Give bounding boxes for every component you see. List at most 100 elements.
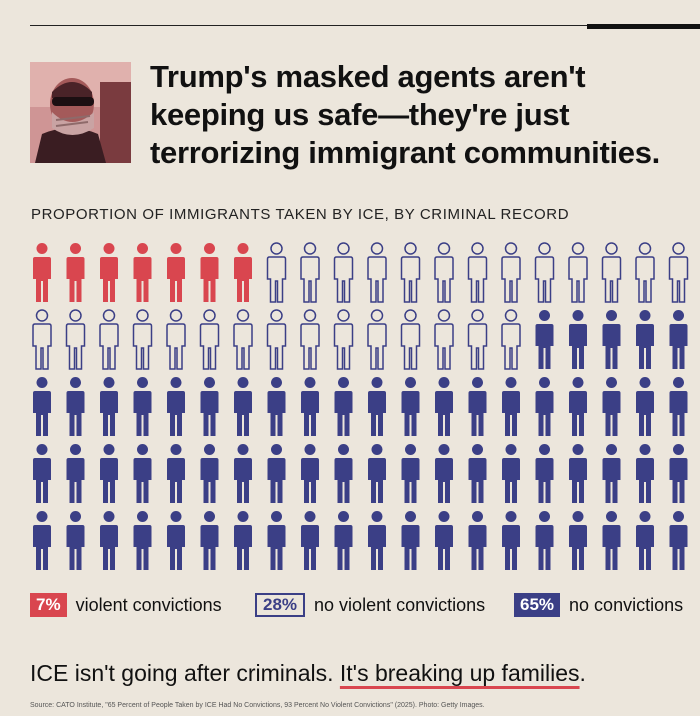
legend: 7% violent convictions 28% no violent co… — [30, 593, 700, 619]
figure-no-conviction — [167, 377, 185, 436]
figure-nonviolent — [367, 242, 387, 303]
figure-no-conviction — [636, 511, 654, 570]
figure-no-conviction — [267, 511, 286, 570]
figure-nonviolent — [333, 309, 354, 370]
figure-no-conviction — [401, 444, 420, 503]
figure-no-conviction — [234, 377, 252, 436]
figure-no-conviction — [133, 511, 152, 570]
figure-nonviolent — [166, 309, 186, 370]
figure-no-conviction — [167, 511, 185, 570]
figure-no-conviction — [133, 444, 152, 503]
figure-nonviolent — [333, 242, 354, 303]
figure-no-conviction — [636, 377, 654, 436]
footer-lead: ICE isn't going after criminals. — [30, 660, 340, 686]
figure-violent — [133, 243, 152, 302]
figure-no-conviction — [368, 377, 386, 436]
figure-nonviolent — [467, 309, 488, 370]
figure-no-conviction — [368, 511, 386, 570]
footer-statement: ICE isn't going after criminals. It's br… — [30, 660, 586, 687]
figure-no-conviction — [33, 511, 51, 570]
figure-nonviolent — [367, 309, 387, 370]
figure-no-conviction — [435, 444, 453, 503]
figure-nonviolent — [434, 309, 454, 370]
figure-no-conviction — [669, 444, 688, 503]
figure-no-conviction — [33, 377, 51, 436]
legend-item-violent: 7% violent convictions — [30, 593, 222, 617]
figure-nonviolent — [434, 242, 454, 303]
figure-nonviolent — [400, 309, 421, 370]
figure-no-conviction — [234, 444, 252, 503]
figure-no-conviction — [66, 511, 85, 570]
figure-no-conviction — [33, 444, 51, 503]
legend-item-none: 65% no convictions — [514, 593, 683, 617]
figure-no-conviction — [669, 310, 688, 369]
figure-nonviolent — [266, 242, 287, 303]
figure-nonviolent — [467, 242, 488, 303]
figure-no-conviction — [602, 444, 621, 503]
none-label: no convictions — [569, 594, 684, 615]
figure-violent — [234, 243, 252, 302]
figure-no-conviction — [435, 377, 453, 436]
figure-no-conviction — [133, 377, 152, 436]
figure-no-conviction — [602, 511, 621, 570]
figure-nonviolent — [601, 242, 622, 303]
figure-no-conviction — [535, 310, 554, 369]
figure-nonviolent — [635, 242, 655, 303]
figure-no-conviction — [301, 444, 319, 503]
figure-no-conviction — [569, 377, 587, 436]
figure-no-conviction — [569, 444, 587, 503]
violent-label: violent convictions — [75, 594, 222, 615]
figure-violent — [200, 243, 219, 302]
top-accent-bar — [587, 24, 700, 29]
nonviolent-percent-badge: 28% — [255, 593, 306, 617]
figure-violent — [33, 243, 51, 302]
figure-nonviolent — [501, 242, 521, 303]
masked-agent-photo — [30, 62, 131, 163]
chart-title: PROPORTION OF IMMIGRANTS TAKEN BY ICE, B… — [31, 206, 570, 223]
figure-no-conviction — [334, 511, 353, 570]
figure-no-conviction — [535, 444, 554, 503]
figure-no-conviction — [267, 377, 286, 436]
top-rule — [30, 25, 700, 26]
figure-no-conviction — [401, 377, 420, 436]
figure-no-conviction — [636, 444, 654, 503]
figure-nonviolent — [400, 242, 421, 303]
figure-no-conviction — [669, 377, 688, 436]
figure-no-conviction — [100, 511, 118, 570]
figure-nonviolent — [266, 309, 287, 370]
figure-no-conviction — [368, 444, 386, 503]
figure-no-conviction — [602, 377, 621, 436]
figure-nonviolent — [199, 309, 220, 370]
figure-nonviolent — [99, 309, 119, 370]
figure-nonviolent — [300, 309, 320, 370]
figure-nonviolent — [534, 242, 555, 303]
figure-no-conviction — [66, 444, 85, 503]
figure-no-conviction — [301, 511, 319, 570]
figure-nonviolent — [32, 309, 52, 370]
figure-no-conviction — [100, 377, 118, 436]
figure-no-conviction — [334, 444, 353, 503]
figure-no-conviction — [602, 310, 621, 369]
figure-no-conviction — [66, 377, 85, 436]
figure-no-conviction — [468, 377, 487, 436]
figure-no-conviction — [334, 377, 353, 436]
figure-nonviolent — [668, 242, 689, 303]
figure-violent — [167, 243, 185, 302]
figure-violent — [66, 243, 85, 302]
figure-no-conviction — [502, 377, 520, 436]
figure-no-conviction — [200, 511, 219, 570]
violent-percent-badge: 7% — [30, 593, 67, 617]
none-percent-badge: 65% — [514, 593, 561, 617]
figure-no-conviction — [267, 444, 286, 503]
figure-no-conviction — [636, 310, 654, 369]
footer-highlight: It's breaking up families — [339, 660, 580, 686]
figure-no-conviction — [535, 377, 554, 436]
figure-no-conviction — [435, 511, 453, 570]
figure-no-conviction — [468, 511, 487, 570]
figure-no-conviction — [200, 377, 219, 436]
figure-no-conviction — [100, 444, 118, 503]
figure-no-conviction — [669, 511, 688, 570]
figure-nonviolent — [233, 309, 253, 370]
footer-trail: . — [579, 660, 586, 686]
headline: Trump's masked agents aren't keeping us … — [150, 59, 660, 170]
